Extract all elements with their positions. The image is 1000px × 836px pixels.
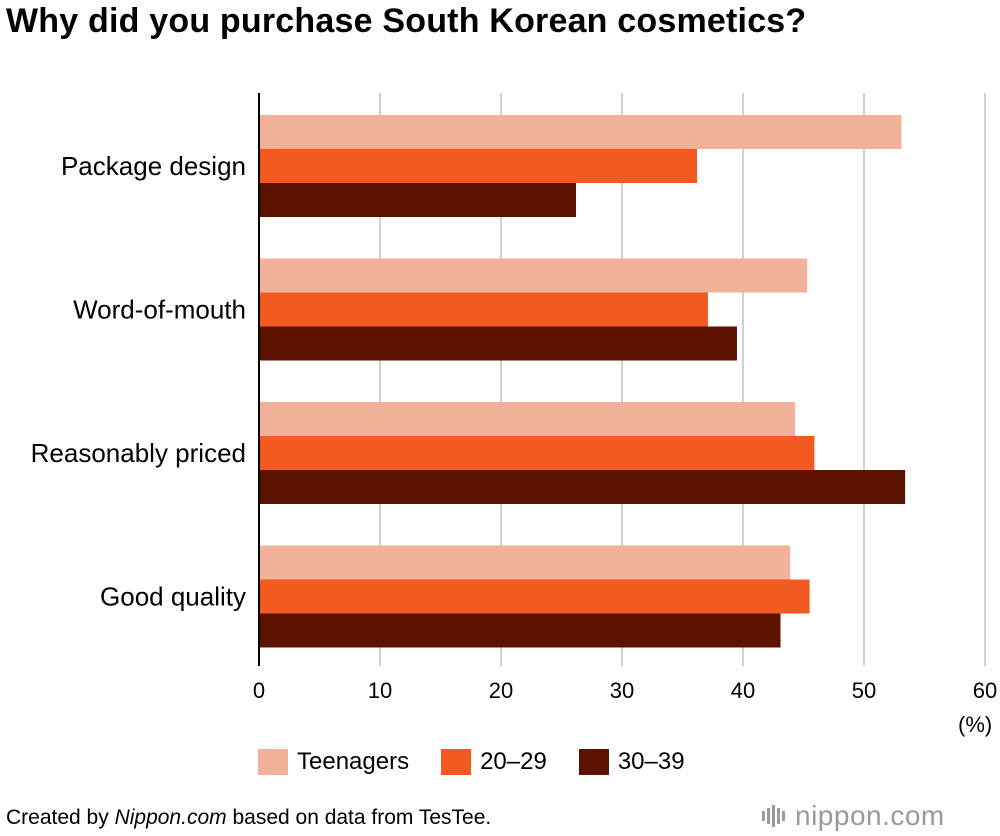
bar bbox=[259, 326, 737, 361]
category-labels: Package design Word-of-mouth Reasonably pr… bbox=[31, 151, 246, 612]
legend-swatch-30-39 bbox=[578, 749, 609, 775]
bar bbox=[259, 613, 781, 648]
bar bbox=[259, 292, 708, 327]
x-tick-label: 20 bbox=[489, 678, 513, 703]
category-label: Word-of-mouth bbox=[73, 295, 246, 325]
bar bbox=[259, 115, 902, 149]
bars bbox=[259, 115, 906, 648]
legend-item-30-39: 30–39 bbox=[578, 748, 685, 776]
source-site: Nippon.com bbox=[114, 806, 227, 829]
brand-logo: nippon.com bbox=[762, 800, 945, 832]
source-prefix: Created by bbox=[6, 806, 115, 829]
source-suffix: based on data from TesTee. bbox=[226, 806, 492, 829]
bar bbox=[259, 402, 796, 436]
x-axis-unit: (%) bbox=[958, 712, 993, 737]
bar bbox=[259, 183, 577, 217]
category-label: Reasonably priced bbox=[31, 438, 246, 468]
legend-label-teenagers: Teenagers bbox=[297, 748, 410, 775]
x-tick-labels: 0 10 20 30 40 50 60 bbox=[253, 678, 997, 703]
legend-item-20-29: 20–29 bbox=[441, 748, 547, 776]
legend-item-teenagers: Teenagers bbox=[258, 748, 409, 776]
bar bbox=[259, 149, 698, 183]
x-tick-label: 40 bbox=[731, 678, 755, 703]
legend-swatch-20-29 bbox=[441, 749, 472, 775]
chart-title: Why did you purchase South Korean cosmet… bbox=[6, 2, 807, 40]
bar bbox=[259, 436, 815, 470]
bar bbox=[259, 545, 791, 580]
legend-label-20-29: 20–29 bbox=[480, 748, 547, 775]
legend-label-30-39: 30–39 bbox=[617, 748, 685, 775]
x-tick-label: 10 bbox=[368, 678, 392, 703]
x-tick-label: 0 bbox=[253, 678, 265, 703]
bar bbox=[259, 579, 810, 614]
legend: Teenagers 20–29 30–39 bbox=[258, 748, 717, 776]
bar bbox=[259, 470, 906, 504]
legend-swatch-teenagers bbox=[258, 749, 288, 775]
category-label: Good quality bbox=[100, 582, 246, 612]
brand-mark-icon bbox=[762, 805, 787, 827]
brand-text: nippon.com bbox=[795, 800, 945, 831]
x-tick-label: 50 bbox=[852, 678, 876, 703]
source-note: Created by Nippon.com based on data from… bbox=[6, 806, 491, 830]
x-tick-label: 60 bbox=[973, 678, 997, 703]
bar bbox=[259, 258, 808, 293]
category-label: Package design bbox=[61, 151, 246, 181]
x-tick-label: 30 bbox=[610, 678, 634, 703]
